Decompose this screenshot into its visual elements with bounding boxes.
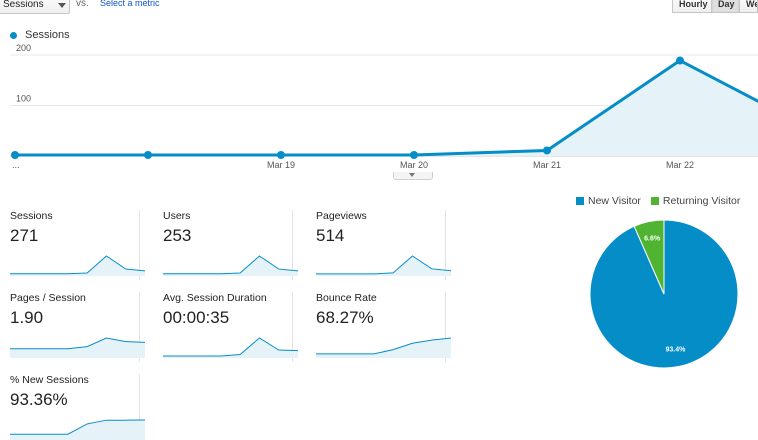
pie-data-label: 6.6% [644,236,661,243]
metric-card-pages-per-session[interactable]: Pages / Session 1.90 [0,292,145,362]
data-point [11,150,19,159]
x-tick-label: ... [12,160,20,170]
sparkline-line [163,255,298,275]
sparkline-area [10,420,145,440]
sparkline-line [10,419,145,435]
card-value: 514 [316,226,345,245]
pie-legend-item[interactable]: New Visitor [576,195,641,207]
metric-select-value: Sessions [3,0,44,10]
chevron-down-icon [58,3,66,8]
x-tick-label: Mar 21 [533,160,561,170]
toolbar: Sessions vs. Select a metric Hourly Day … [0,0,758,16]
y-tick-label: 200 [16,43,31,53]
collapse-chart-handle[interactable] [393,172,433,180]
pie-legend-item[interactable]: Returning Visitor [650,195,741,207]
pie-legend-label: Returning Visitor [662,195,741,207]
card-label: Pages / Session [10,292,86,304]
chart-legend: Sessions [10,29,70,41]
sparkline-line [316,255,451,275]
pie-legend: New Visitor Returning Visitor [576,195,750,207]
y-tick-label: 100 [16,94,31,104]
card-value: 00:00:35 [163,308,230,327]
card-value: 1.90 [10,308,44,327]
sparkline-area [163,338,298,358]
granularity-toggle: Hourly Day Week [672,0,758,13]
sparkline-line [10,255,145,275]
sparkline [163,255,298,276]
sparkline-line [163,337,298,357]
data-point [676,56,684,65]
card-label: Bounce Rate [316,292,377,304]
legend-series-name: Sessions [25,29,70,41]
data-point [144,150,152,159]
select-metric-link[interactable]: Select a metric [100,0,160,8]
metric-card-new-sessions[interactable]: % New Sessions 93.36% [0,374,145,440]
sessions-series-line [15,59,758,157]
sparkline [10,419,145,440]
chevron-down-icon [409,173,415,177]
metric-card-bounce-rate[interactable]: Bounce Rate 68.27% [306,292,451,362]
sparkline [163,337,298,358]
card-value: 271 [10,226,39,245]
legend-swatch-icon [576,197,584,205]
week-button[interactable]: Week [739,0,758,13]
sparkline [316,255,451,276]
sparkline [10,255,145,276]
card-label: % New Sessions [10,374,89,386]
metric-card-pageviews[interactable]: Pageviews 514 [306,210,451,280]
sessions-area [15,60,758,156]
series-dot-icon [10,31,17,39]
pie-legend-label: New Visitor [588,195,641,207]
data-point [410,150,418,159]
card-label: Users [163,210,191,222]
vs-label: vs. [76,0,89,9]
data-point [277,150,285,159]
data-point [543,146,551,155]
sparkline [316,337,451,358]
sparkline [10,337,145,358]
sparkline-area [10,256,145,276]
sparkline-line [10,337,145,350]
metric-card-avg-session-duration[interactable]: Avg. Session Duration 00:00:35 [153,292,298,362]
x-tick-label: Mar 19 [267,160,295,170]
sparkline-area [316,256,451,276]
card-value: 253 [163,226,192,245]
pie-data-label: 93.4% [665,346,686,353]
x-tick-label: Mar 22 [666,160,694,170]
card-label: Sessions [10,210,53,222]
day-button[interactable]: Day [711,0,740,13]
sparkline-area [163,256,298,276]
metric-select[interactable]: Sessions [0,0,70,14]
legend-swatch-icon [650,197,659,205]
sparkline-area [316,338,451,358]
card-value: 68.27% [316,308,374,327]
visitor-type-pie-chart: 93.4% 6.6% [589,219,739,369]
hourly-button[interactable]: Hourly [672,0,712,13]
pie-slice [633,219,665,295]
card-value: 93.36% [10,390,68,409]
sparkline-line [316,337,451,355]
x-tick-label: Mar 20 [400,160,428,170]
card-label: Pageviews [316,210,367,222]
metric-card-users[interactable]: Users 253 [153,210,298,280]
metric-card-sessions[interactable]: Sessions 271 [0,210,145,280]
card-label: Avg. Session Duration [163,292,267,304]
